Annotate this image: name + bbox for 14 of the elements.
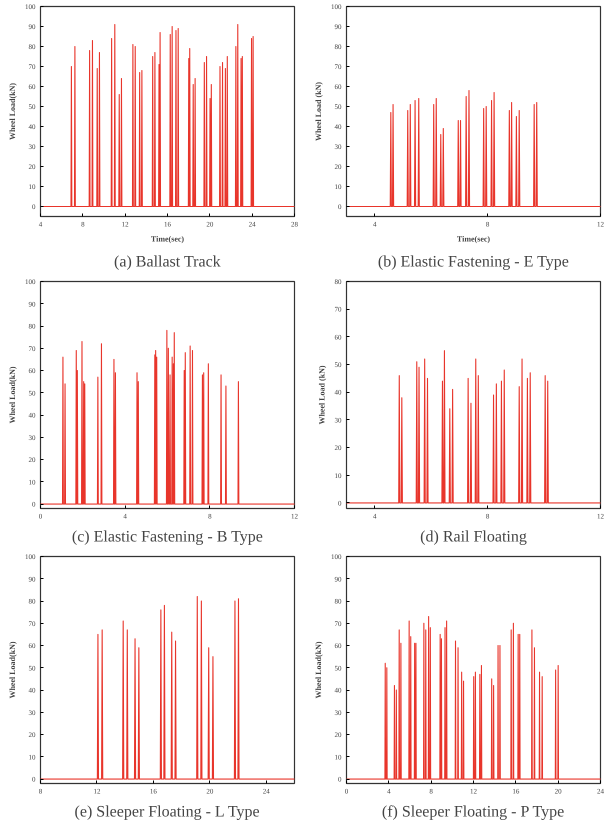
text: (f) Sleeper Floating - P Type <box>382 804 564 820</box>
y-axis-title: Wheel Load (kN) <box>314 82 323 142</box>
y-axis-title: Wheel Load(kN) <box>314 641 323 699</box>
y-axis-title: Wheel Load (kN) <box>318 365 326 425</box>
y-axis-title: Wheel Load(kN) <box>8 366 17 424</box>
text: (b) Elastic Fastening - E Type <box>378 254 569 270</box>
x-axis-title: Time(sec) <box>150 234 184 244</box>
text: (c) Elastic Fastening - B Type <box>72 528 263 546</box>
text: (e) Sleeper Floating - L Type <box>74 804 260 820</box>
y-axis-title: Wheel Load(kN) <box>8 641 17 699</box>
text: (d) Rail Floating <box>420 528 527 546</box>
text: (a) Ballast Track <box>114 254 221 270</box>
y-axis-title: Wheel Load(kN) <box>8 82 17 140</box>
x-axis-title: Time(sec) <box>456 234 490 244</box>
